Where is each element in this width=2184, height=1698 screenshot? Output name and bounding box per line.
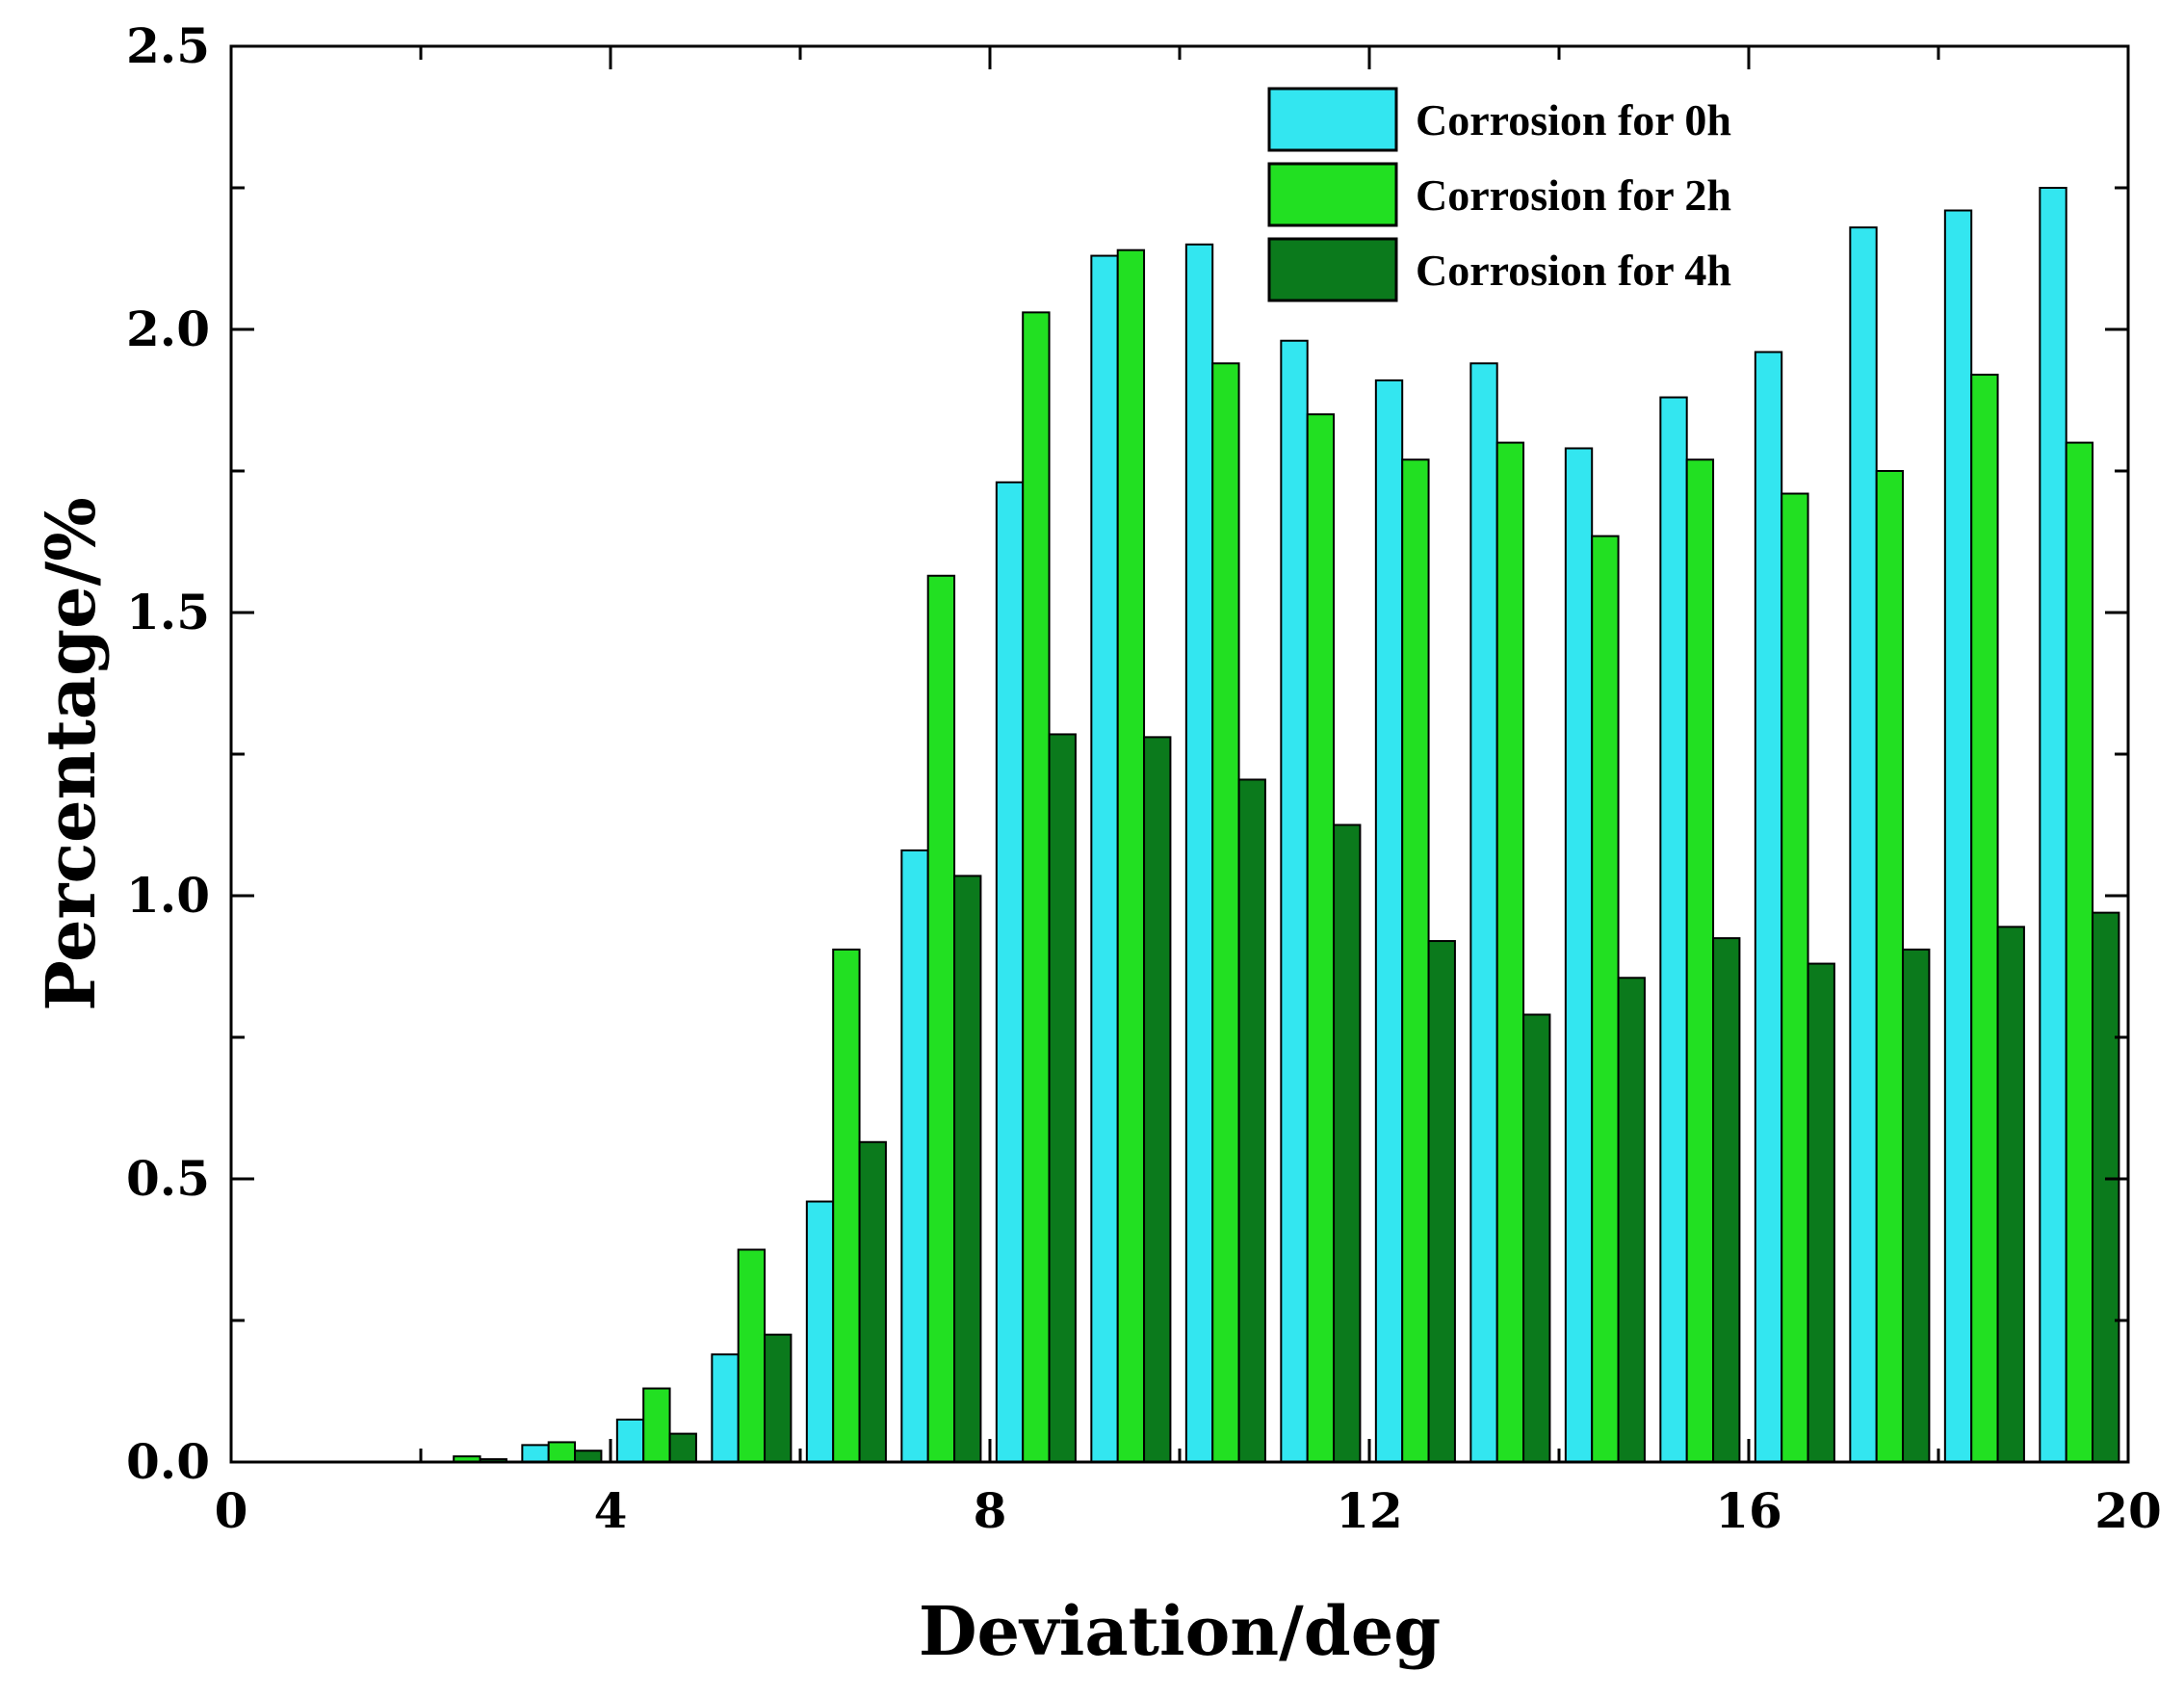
legend-swatch-2h: [1267, 162, 1398, 227]
bar-corrosion-for-4h-bin-10: [1237, 778, 1266, 1463]
bar-corrosion-for-4h-bin-13: [1522, 1013, 1551, 1463]
bar-corrosion-for-4h-bin-4: [668, 1432, 697, 1463]
bar-corrosion-for-4h-bin-3: [574, 1450, 603, 1463]
bars-layer: [453, 187, 2120, 1464]
legend-swatch-4h: [1267, 237, 1398, 302]
bar-corrosion-for-2h-bin-14: [1591, 535, 1620, 1463]
bar-corrosion-for-2h-bin-17: [1875, 470, 1905, 1463]
y-tick-label: 2.0: [126, 300, 210, 357]
y-tick-label: 1.5: [126, 584, 210, 640]
bar-corrosion-for-0h-bin-6: [805, 1200, 835, 1464]
bar-corrosion-for-4h-bin-11: [1333, 823, 1362, 1463]
bar-corrosion-for-0h-bin-11: [1280, 339, 1309, 1463]
y-tick-label: 1.0: [126, 867, 210, 924]
bar-corrosion-for-2h-bin-19: [2065, 441, 2094, 1464]
bar-corrosion-for-0h-bin-15: [1659, 396, 1688, 1463]
bar-corrosion-for-4h-bin-14: [1617, 977, 1646, 1463]
bar-corrosion-for-0h-bin-18: [1943, 209, 1973, 1463]
bar-corrosion-for-4h-bin-7: [953, 875, 982, 1463]
bar-corrosion-for-0h-bin-16: [1754, 351, 1783, 1463]
bar-corrosion-for-4h-bin-16: [1807, 962, 1835, 1463]
bar-corrosion-for-4h-bin-9: [1143, 736, 1172, 1463]
bar-corrosion-for-4h-bin-5: [764, 1333, 793, 1463]
ticks-layer: [229, 44, 2130, 1464]
bar-corrosion-for-2h-bin-4: [642, 1387, 671, 1464]
bar-corrosion-for-4h-bin-12: [1427, 940, 1456, 1463]
x-tick-label: 20: [2094, 1482, 2162, 1539]
x-tick-label: 16: [1715, 1482, 1782, 1539]
bar-corrosion-for-2h-bin-11: [1306, 413, 1336, 1464]
bar-corrosion-for-2h-bin-10: [1211, 362, 1240, 1463]
bar-corrosion-for-0h-bin-7: [900, 849, 929, 1463]
x-axis-title: Deviation/deg: [919, 1591, 1441, 1671]
y-axis-title: Percentage/%: [31, 497, 111, 1010]
bar-corrosion-for-2h-bin-6: [832, 948, 861, 1463]
x-tick-label: 12: [1336, 1482, 1403, 1539]
bar-corrosion-for-0h-bin-8: [995, 481, 1025, 1463]
bar-corrosion-for-0h-bin-14: [1564, 447, 1594, 1464]
bar-corrosion-for-0h-bin-19: [2039, 187, 2067, 1463]
tick-labels-layer: 0 4 8 12 16 20 0.0 0.5 1.0 1.5 2.0 2.5: [126, 17, 2162, 1539]
bar-corrosion-for-4h-bin-19: [2092, 911, 2120, 1463]
bar-corrosion-for-0h-bin-9: [1090, 254, 1119, 1463]
bar-corrosion-for-4h-bin-18: [1996, 926, 2025, 1463]
bar-corrosion-for-2h-bin-8: [1022, 311, 1051, 1463]
bar-corrosion-for-2h-bin-13: [1495, 441, 1525, 1464]
y-tick-label: 2.5: [126, 17, 210, 74]
bar-corrosion-for-2h-bin-12: [1401, 458, 1430, 1463]
bar-corrosion-for-0h-bin-13: [1469, 362, 1498, 1463]
y-tick-label: 0.5: [126, 1150, 210, 1207]
legend-label-4h: Corrosion for 4h: [1416, 246, 1731, 295]
bar-corrosion-for-0h-bin-5: [711, 1353, 740, 1464]
x-tick-label: 4: [594, 1482, 628, 1539]
bar-corrosion-for-0h-bin-3: [521, 1444, 550, 1463]
bar-corrosion-for-0h-bin-17: [1849, 226, 1878, 1463]
bar-corrosion-for-2h-bin-3: [547, 1441, 577, 1464]
bar-corrosion-for-2h-bin-15: [1685, 458, 1715, 1463]
x-tick-label: 8: [974, 1482, 1007, 1539]
legend-label-2h: Corrosion for 2h: [1416, 170, 1731, 220]
bar-corrosion-for-4h-bin-17: [1902, 948, 1931, 1463]
bar-corrosion-for-0h-bin-4: [615, 1418, 645, 1464]
bar-corrosion-for-4h-bin-6: [858, 1140, 887, 1464]
legend-label-0h: Corrosion for 0h: [1416, 95, 1731, 144]
bar-corrosion-for-4h-bin-8: [1048, 733, 1077, 1463]
bar-corrosion-for-2h-bin-7: [926, 574, 956, 1463]
bar-corrosion-for-2h-bin-9: [1116, 248, 1146, 1463]
bar-corrosion-for-2h-bin-18: [1970, 374, 1999, 1463]
x-tick-label: 0: [215, 1482, 248, 1539]
bar-corrosion-for-0h-bin-10: [1184, 243, 1214, 1463]
bar-corrosion-for-4h-bin-15: [1712, 937, 1741, 1463]
bar-corrosion-for-2h-bin-5: [737, 1248, 767, 1463]
y-tick-label: 0.0: [126, 1433, 210, 1490]
legend: Corrosion for 0h Corrosion for 2h Corros…: [1267, 87, 1731, 302]
legend-swatch-0h: [1267, 87, 1398, 152]
bar-corrosion-for-2h-bin-16: [1781, 492, 1809, 1463]
bar-corrosion-for-0h-bin-12: [1374, 379, 1404, 1463]
